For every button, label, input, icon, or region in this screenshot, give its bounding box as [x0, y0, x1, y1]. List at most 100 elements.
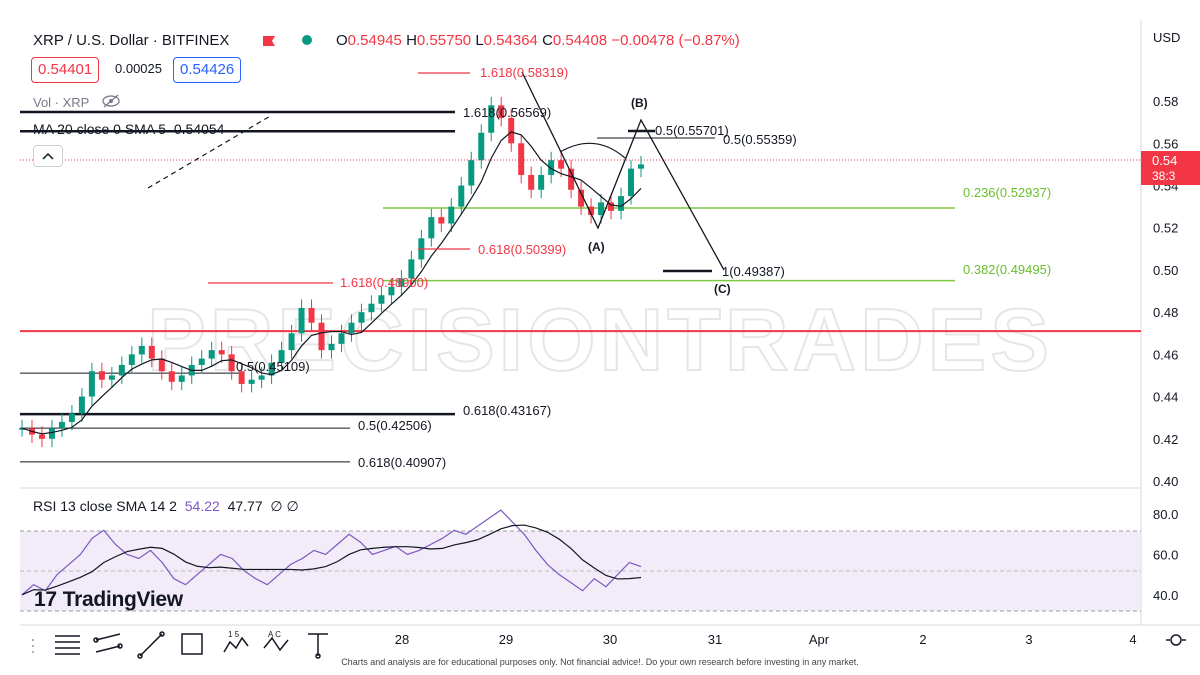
price-tick-label: 0.42	[1153, 432, 1178, 447]
candle-body	[98, 371, 105, 380]
candle-body	[508, 117, 515, 144]
fib-level-label: 0.618(0.50399)	[478, 242, 566, 257]
fib-level-label: 0.5(0.42506)	[358, 418, 432, 433]
trend-line-icon[interactable]	[137, 631, 165, 659]
candle-body	[58, 421, 65, 429]
date-tick-label: 2	[919, 632, 926, 647]
ma-line	[21, 131, 642, 435]
ma-indicator-label[interactable]: MA 20 close 0 SMA 5 0.54054	[33, 121, 225, 137]
candle-body	[428, 217, 435, 239]
candle-body	[298, 307, 305, 334]
candle-body	[238, 371, 245, 384]
candle-body	[358, 312, 365, 323]
price-tick-label: 0.48	[1153, 305, 1178, 320]
fib-level-label: 1.618(0.58319)	[480, 65, 568, 80]
candle-body	[78, 396, 85, 414]
price-tick-label: 0.40	[1153, 474, 1178, 489]
candle-body	[448, 206, 455, 224]
candle-body	[148, 345, 155, 359]
eye-hidden-icon[interactable]	[102, 94, 120, 113]
fib-level-label: 0.5(0.45109)	[236, 359, 310, 374]
candle-body	[208, 350, 215, 359]
disclaimer-text: Charts and analysis are for educational …	[341, 657, 859, 667]
candle-body	[488, 105, 495, 133]
ohlc-readout: O0.54945 H0.55750 L0.54364 C0.54408 −0.0…	[336, 32, 740, 49]
wave-label-b: (B)	[631, 96, 648, 110]
tradingview-icon: 17	[34, 588, 57, 611]
candle-body	[608, 202, 615, 211]
candle-body	[138, 345, 145, 355]
flag-icon[interactable]	[262, 34, 276, 46]
candle-body	[68, 413, 75, 422]
settings-icon[interactable]	[1166, 634, 1186, 646]
rsi-indicator-label[interactable]: RSI 13 close SMA 14 2 54.22 47.77 ∅ ∅	[33, 498, 299, 514]
rsi-tick-label: 80.0	[1153, 507, 1178, 522]
spread-value: 0.00025	[115, 61, 162, 76]
collapse-button[interactable]	[33, 145, 63, 167]
buy-price-box[interactable]: 0.54426	[173, 57, 242, 83]
candle-body	[478, 132, 485, 161]
last-price-value: 0.54	[1152, 153, 1177, 168]
candle-body	[228, 354, 235, 372]
wave-label-c: (C)	[714, 282, 731, 296]
fib-level-label: 1.618(0.56569)	[463, 105, 551, 120]
candle-body	[178, 375, 185, 382]
elliott-impulse-icon[interactable]: 1 5	[223, 630, 249, 653]
fib-level-label: 1.618(0.48900)	[340, 275, 428, 290]
rectangle-icon[interactable]	[181, 633, 203, 655]
candle-body	[528, 174, 535, 190]
candle-body	[48, 428, 55, 439]
candle-body	[248, 379, 255, 384]
candle-body	[38, 434, 45, 439]
symbol-title[interactable]: XRP / U.S. Dollar · BITFINEX	[33, 32, 230, 49]
price-tick-label: 0.50	[1153, 263, 1178, 278]
candle-body	[328, 343, 335, 351]
price-tick-label: 0.46	[1153, 347, 1178, 362]
candle-body	[198, 358, 205, 365]
candle-body	[618, 196, 625, 211]
date-tick-label: 4	[1129, 632, 1136, 647]
date-tick-label: 29	[499, 632, 513, 647]
date-tick-label: 30	[603, 632, 617, 647]
candle-body	[88, 371, 95, 397]
watermark-text: PRECISIONTRADES	[147, 290, 1053, 389]
candle-body	[348, 322, 355, 334]
candle-body	[398, 278, 405, 287]
parallel-channel-icon[interactable]	[93, 633, 123, 653]
candle-body	[338, 333, 345, 344]
fib-level-label: 0.236(0.52937)	[963, 185, 1051, 200]
horizontal-lines-icon[interactable]	[55, 635, 80, 655]
price-tick-label: 0.52	[1153, 221, 1178, 236]
candle-body	[288, 333, 295, 351]
candle-body	[268, 362, 275, 376]
candle-body	[168, 371, 175, 382]
fib-level-label: 0.5(0.55701)	[655, 123, 729, 138]
candle-body	[548, 160, 555, 175]
last-price-tag	[1141, 151, 1200, 185]
candle-body	[468, 160, 475, 186]
volume-label[interactable]: Vol · XRP	[33, 95, 90, 110]
elliott-wave-path[interactable]	[521, 71, 725, 271]
candle-body	[598, 202, 605, 216]
fib-level-label: 0.5(0.55359)	[723, 132, 797, 147]
date-tick-label: Apr	[809, 632, 830, 647]
candle-body	[308, 307, 315, 323]
dotted-handle-icon[interactable]	[32, 639, 34, 653]
candle-body	[558, 160, 565, 169]
svg-text:A C: A C	[268, 630, 281, 639]
candle-body	[368, 303, 375, 313]
elliott-correction-icon[interactable]: A C	[263, 630, 289, 652]
measure-icon[interactable]	[308, 633, 328, 659]
candle-body	[318, 322, 325, 351]
svg-text:1 5: 1 5	[228, 630, 240, 639]
rsi-tick-label: 40.0	[1153, 588, 1178, 603]
candle-body	[538, 174, 545, 190]
candle-body	[108, 375, 115, 380]
sell-price-box[interactable]: 0.54401	[31, 57, 100, 83]
drawing-toolbar[interactable]: 1 5 A C	[32, 630, 1186, 659]
rsi-tick-label: 60.0	[1153, 547, 1178, 562]
candle-body	[118, 364, 125, 376]
candle-body	[518, 143, 525, 175]
date-tick-label: 31	[708, 632, 722, 647]
